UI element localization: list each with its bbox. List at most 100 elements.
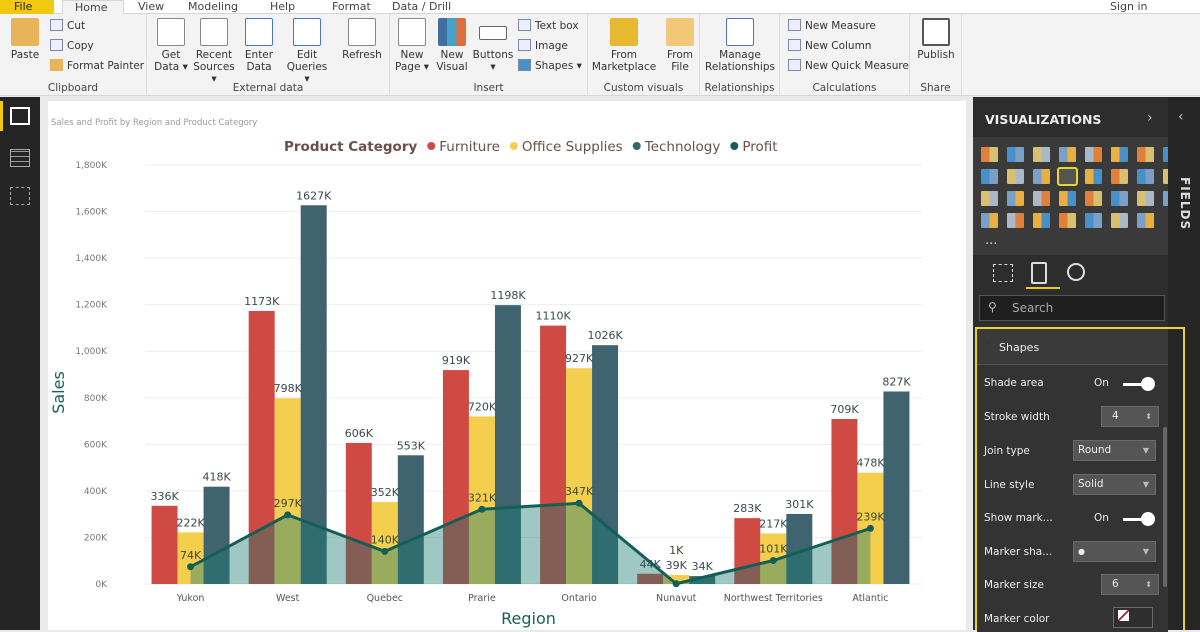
- enter-data-button[interactable]: Enter Data: [241, 18, 277, 73]
- fields-tab-icon[interactable]: [993, 264, 1013, 282]
- expand-chevron-icon[interactable]: ‹: [1178, 109, 1184, 125]
- data-view-icon[interactable]: [10, 149, 30, 167]
- tab-home[interactable]: Home: [62, 0, 124, 14]
- copy-button[interactable]: Copy: [50, 39, 94, 52]
- visual-type-icon[interactable]: [1033, 169, 1050, 184]
- cut-button[interactable]: Cut: [50, 19, 85, 32]
- visual-type-icon[interactable]: [1007, 169, 1024, 184]
- bar-office-supplies[interactable]: [371, 502, 398, 584]
- bar-technology[interactable]: [883, 391, 910, 584]
- stroke-width-stepper[interactable]: 4 ⬍: [1101, 406, 1159, 427]
- new-quick-measure-button[interactable]: New Quick Measure: [788, 59, 909, 72]
- bar-data-label[interactable]: 39K: [666, 559, 688, 572]
- bar-data-label[interactable]: 222K: [176, 516, 205, 529]
- bar-technology[interactable]: [203, 486, 230, 584]
- bar-data-label[interactable]: 553K: [397, 439, 426, 452]
- search-input[interactable]: ⚲ Search: [979, 295, 1165, 321]
- combo-chart[interactable]: 0K 200K 400K 600K 800K 1,000K 1,200K 1,400K 1,60…: [48, 101, 966, 630]
- from-marketplace-button[interactable]: From Marketplace: [588, 18, 660, 73]
- visual-type-icon[interactable]: [1085, 169, 1102, 184]
- visual-type-icon[interactable]: [1085, 191, 1102, 206]
- format-paint-roller-icon[interactable]: [1031, 262, 1047, 284]
- bar-furniture[interactable]: [248, 310, 275, 584]
- visual-type-icon[interactable]: [981, 213, 998, 228]
- show-markers-toggle[interactable]: [1123, 512, 1155, 526]
- new-measure-button[interactable]: New Measure: [788, 19, 876, 32]
- visual-type-icon[interactable]: [1111, 169, 1128, 184]
- join-type-dropdown[interactable]: Round ▼: [1073, 440, 1156, 461]
- profit-point[interactable]: [187, 563, 195, 571]
- marker-size-stepper[interactable]: 6 ⬍: [1101, 574, 1159, 595]
- tab-view[interactable]: View: [138, 0, 165, 13]
- visual-type-icon[interactable]: [981, 191, 998, 206]
- collapse-chevron-icon[interactable]: ›: [1147, 110, 1153, 126]
- bar-data-label[interactable]: 1110K: [535, 310, 571, 323]
- bar-office-supplies[interactable]: [468, 416, 495, 584]
- visual-type-icon[interactable]: [1007, 213, 1024, 228]
- visual-type-icon[interactable]: [1033, 147, 1050, 162]
- bar-data-label[interactable]: 336K: [150, 490, 179, 503]
- tab-help[interactable]: Help: [270, 0, 296, 13]
- bar-furniture[interactable]: [637, 573, 664, 584]
- bar-data-label[interactable]: 34K: [692, 560, 714, 573]
- buttons-button[interactable]: Buttons ▾: [472, 18, 514, 73]
- from-file-button[interactable]: From File: [664, 18, 696, 73]
- shade-area-toggle[interactable]: [1123, 377, 1155, 391]
- bar-data-label[interactable]: 919K: [442, 354, 471, 367]
- more-visuals-button[interactable]: ...: [985, 233, 998, 248]
- visual-type-icon[interactable]: [981, 147, 998, 162]
- bar-technology[interactable]: [689, 576, 716, 584]
- visual-type-icon[interactable]: [1137, 147, 1154, 162]
- tab-format[interactable]: Format: [332, 0, 371, 13]
- bar-furniture[interactable]: [442, 370, 469, 584]
- bar-data-label[interactable]: 827K: [882, 375, 911, 388]
- marker-shape-dropdown[interactable]: ● ▼: [1073, 541, 1156, 562]
- bar-technology[interactable]: [494, 305, 521, 584]
- bar-furniture[interactable]: [345, 442, 372, 584]
- new-column-button[interactable]: New Column: [788, 39, 871, 52]
- bar-data-label[interactable]: 720K: [468, 400, 497, 413]
- pane-scrollbar[interactable]: [1163, 427, 1167, 587]
- bar-data-label[interactable]: 352K: [371, 486, 400, 499]
- bar-data-label[interactable]: 1627K: [296, 189, 332, 202]
- tab-modeling[interactable]: Modeling: [188, 0, 239, 13]
- get-data-button[interactable]: Get Data ▾: [151, 18, 191, 73]
- bar-data-label[interactable]: 1026K: [587, 329, 623, 342]
- visual-type-icon[interactable]: [1111, 213, 1128, 228]
- bar-office-supplies[interactable]: [566, 368, 593, 584]
- profit-point[interactable]: [381, 547, 389, 555]
- manage-relationships-button[interactable]: Manage Relationships: [704, 18, 776, 73]
- sign-in-link[interactable]: Sign in: [1110, 0, 1148, 13]
- bar-data-label[interactable]: 1173K: [244, 295, 280, 308]
- recent-sources-button[interactable]: Recent Sources ▾: [191, 18, 237, 85]
- shapes-button[interactable]: Shapes ▾: [518, 59, 582, 72]
- report-view-icon[interactable]: [10, 107, 30, 125]
- bar-data-label[interactable]: 418K: [202, 471, 231, 484]
- bar-data-label[interactable]: 606K: [345, 427, 374, 440]
- format-painter-button[interactable]: Format Painter: [50, 59, 144, 72]
- visual-type-icon[interactable]: [1137, 169, 1154, 184]
- visual-type-icon[interactable]: [1111, 191, 1128, 206]
- bar-data-label[interactable]: 217K: [759, 517, 788, 530]
- visual-type-icon[interactable]: [1033, 191, 1050, 206]
- refresh-button[interactable]: Refresh: [341, 18, 383, 61]
- visual-type-icon[interactable]: [1085, 213, 1102, 228]
- bar-data-label[interactable]: 1198K: [490, 289, 526, 302]
- bar-data-label[interactable]: 798K: [274, 382, 303, 395]
- tab-data-drill[interactable]: Data / Drill: [392, 0, 452, 13]
- profit-point[interactable]: [575, 499, 583, 507]
- profit-point[interactable]: [866, 524, 874, 532]
- shapes-header[interactable]: ⌃ Shapes: [977, 329, 1168, 365]
- edit-queries-button[interactable]: Edit Queries ▾: [285, 18, 329, 85]
- visual-type-icon[interactable]: [1007, 191, 1024, 206]
- bar-office-supplies[interactable]: [274, 398, 301, 584]
- bar-technology[interactable]: [397, 455, 424, 584]
- profit-point[interactable]: [478, 505, 486, 513]
- analytics-magnifier-icon[interactable]: [1067, 263, 1085, 281]
- bar-data-label[interactable]: 927K: [565, 352, 594, 365]
- bar-furniture[interactable]: [734, 518, 761, 584]
- new-visual-button[interactable]: New Visual: [434, 18, 470, 73]
- visual-type-icon[interactable]: [1059, 213, 1076, 228]
- bar-technology[interactable]: [592, 345, 619, 584]
- bar-data-label[interactable]: 283K: [733, 502, 762, 515]
